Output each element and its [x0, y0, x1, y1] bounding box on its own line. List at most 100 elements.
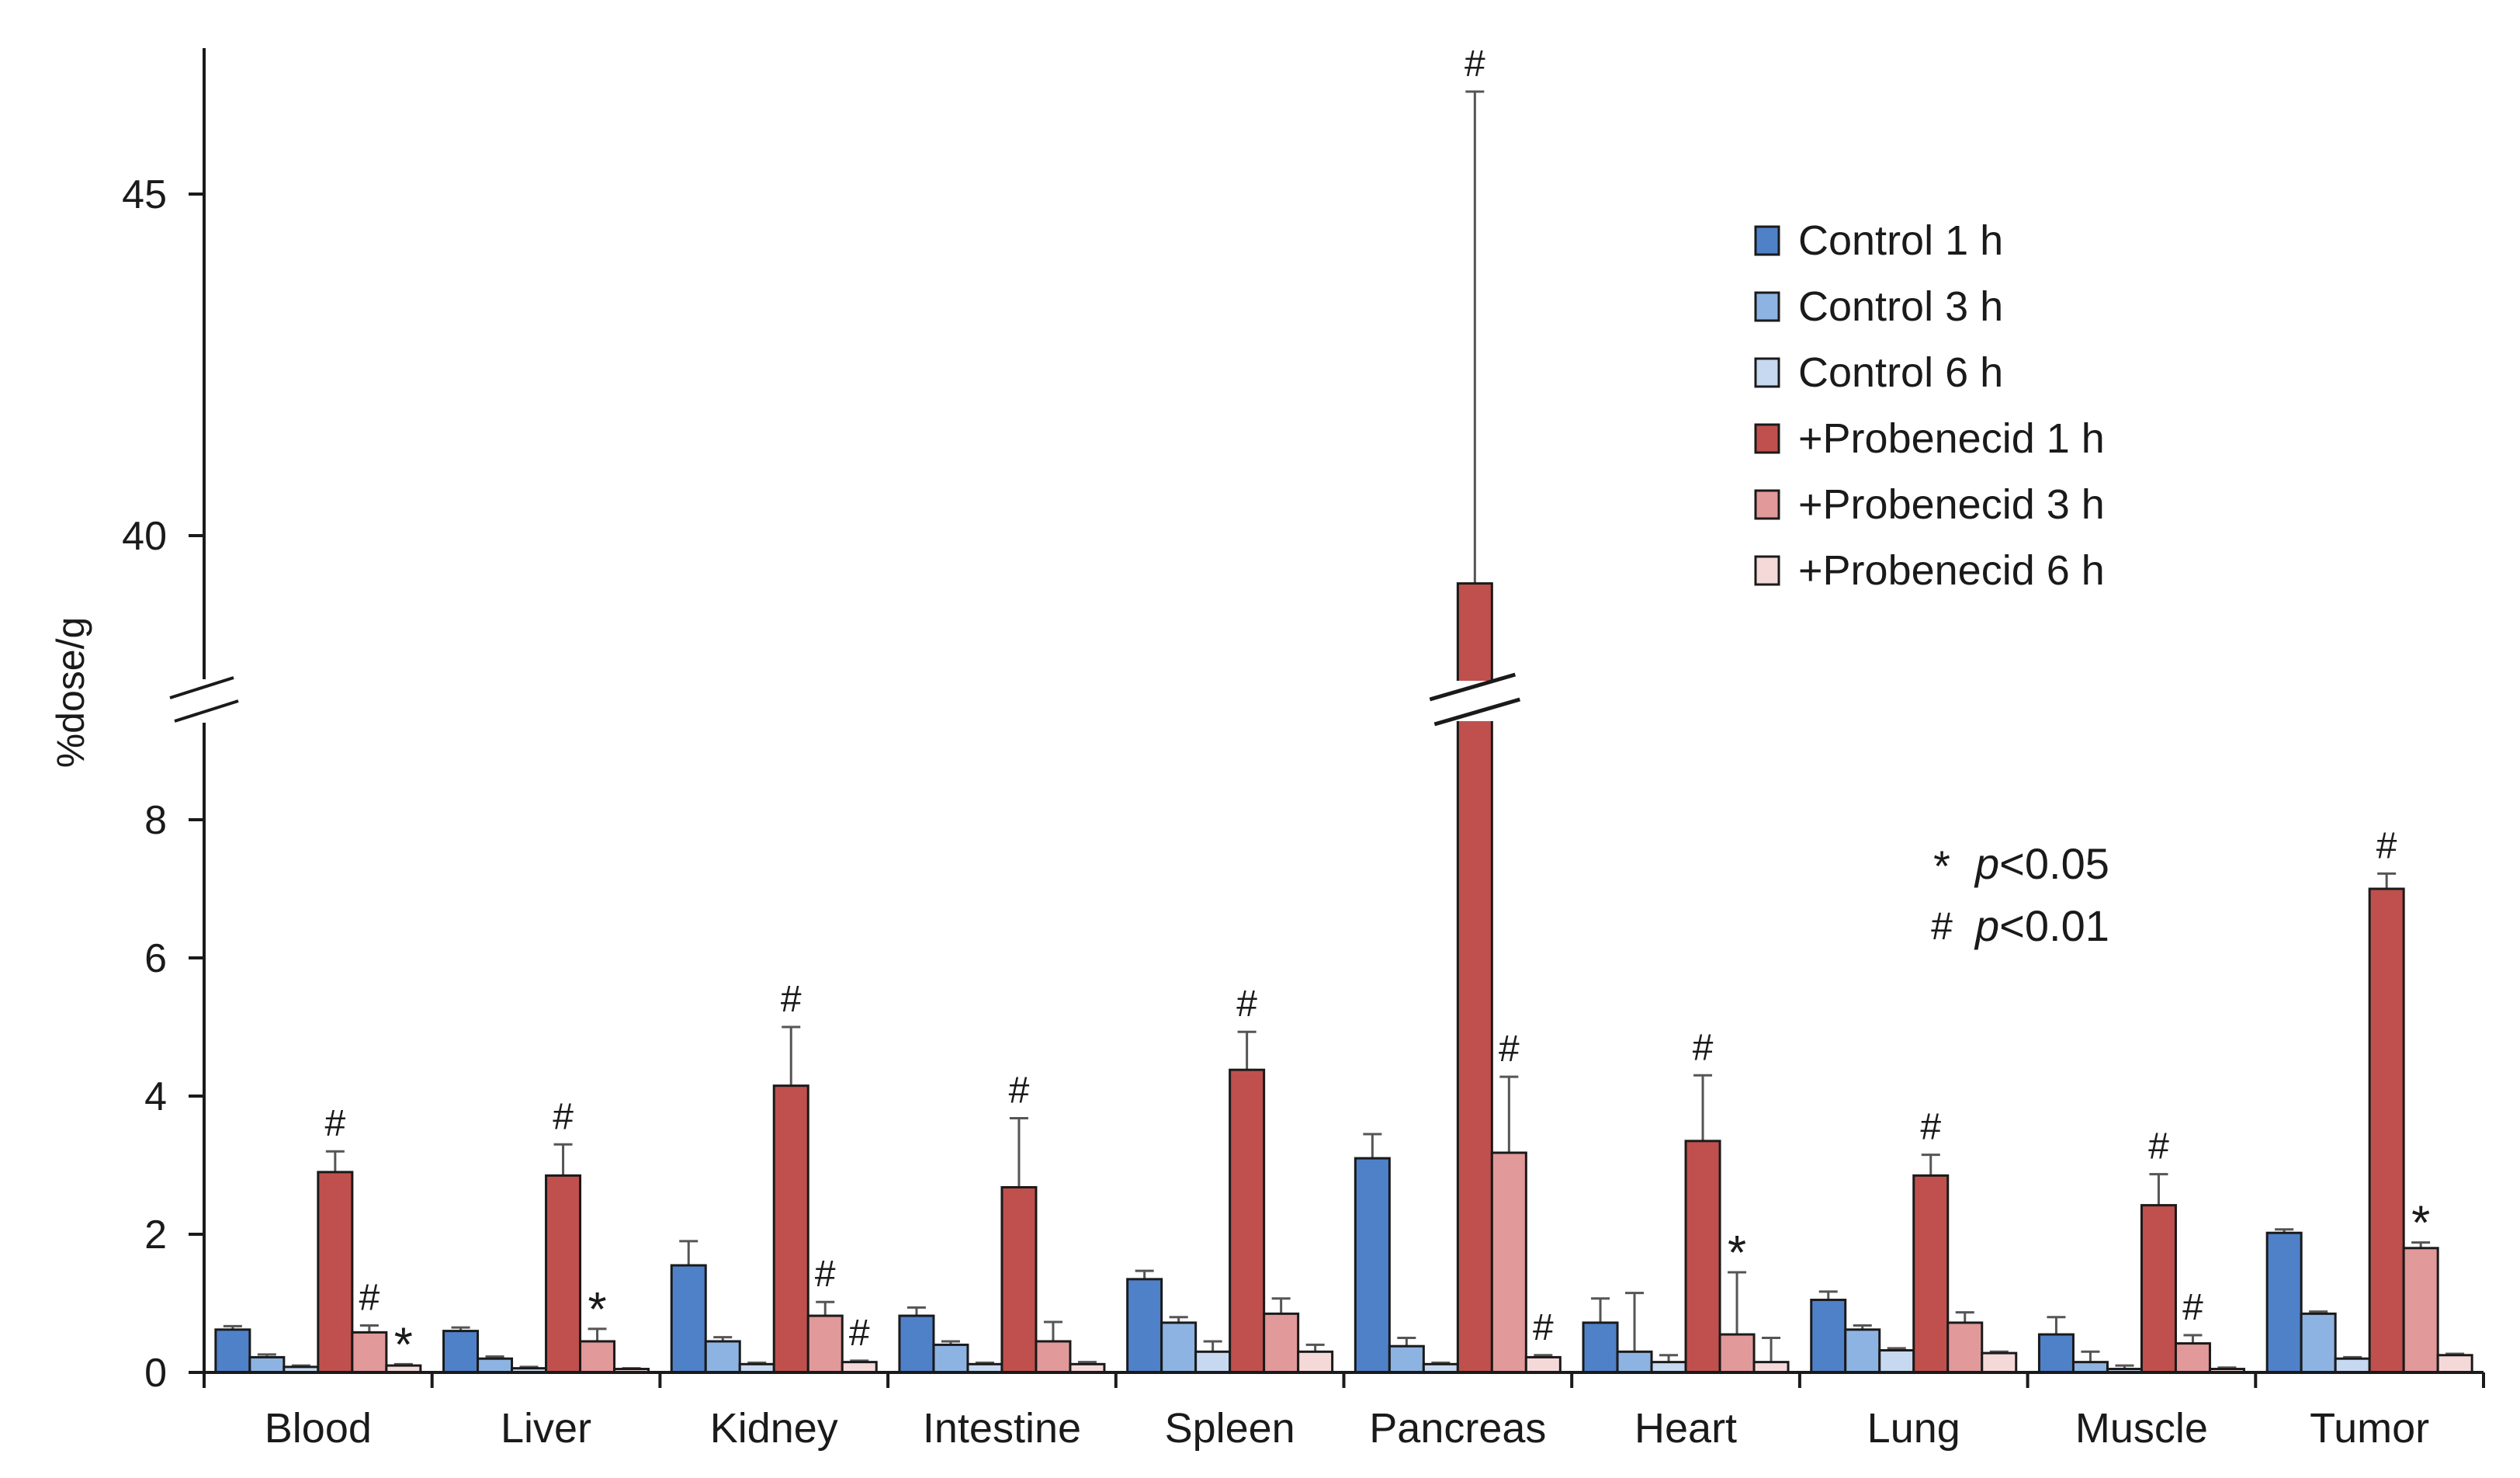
bar [841, 1361, 878, 1374]
bar [2436, 1354, 2473, 1374]
y-tick-label: 45 [122, 172, 167, 217]
legend-label: Control 6 h [1798, 349, 2003, 396]
bar [545, 1174, 582, 1374]
bar [1650, 1361, 1687, 1374]
bar [2368, 887, 2405, 1374]
bar [1752, 1361, 1790, 1374]
sig-key-symbol-2: # [1931, 904, 1953, 948]
x-tick-label: Kidney [710, 1405, 838, 1452]
bar [1582, 1321, 1619, 1374]
bar [1263, 1312, 1300, 1374]
legend-swatch [1754, 555, 1780, 586]
bar [1388, 1344, 1425, 1374]
axis-break-mark [169, 676, 234, 699]
significance-hash: # [1236, 984, 1257, 1025]
bar [2037, 1333, 2075, 1374]
x-tick-label: Pancreas [1369, 1405, 1546, 1452]
bar [248, 1355, 286, 1374]
sig-key-text-2: p<0.01 [1974, 901, 2109, 950]
significance-hash: # [781, 979, 802, 1020]
bar [1160, 1321, 1198, 1374]
significance-hash: # [815, 1254, 836, 1295]
bar [2140, 1204, 2177, 1374]
bar-break-mark [1433, 697, 1521, 727]
legend-swatch [1754, 291, 1780, 322]
bar [317, 1171, 354, 1374]
x-tick-label: Spleen [1165, 1405, 1295, 1452]
bar [1524, 1355, 1562, 1374]
significance-hash: # [1465, 43, 1485, 85]
legend-label: +Probenecid 6 h [1798, 547, 2105, 594]
bar [1490, 1151, 1527, 1374]
legend-label: Control 1 h [1798, 217, 2003, 264]
significance-hash: # [1693, 1027, 1714, 1068]
y-tick-label: 4 [144, 1074, 167, 1119]
x-tick-label: Blood [265, 1405, 372, 1452]
significance-star: * [2411, 1197, 2430, 1251]
bar [1229, 1068, 1266, 1374]
bar [1035, 1340, 1072, 1374]
bar [2174, 1342, 2211, 1374]
bar-break-mark [1429, 672, 1517, 702]
bar [1126, 1278, 1163, 1374]
bar [579, 1340, 616, 1374]
significance-hash: # [359, 1277, 380, 1318]
axes-layer [169, 48, 2485, 1388]
bar [932, 1343, 969, 1374]
bar [806, 1314, 844, 1374]
significance-key: * p<0.05 # p<0.01 [1931, 839, 2109, 950]
y-tick-label: 0 [144, 1351, 167, 1396]
y-axis-label: %dose/g [49, 617, 92, 768]
legend-label: +Probenecid 1 h [1798, 415, 2105, 462]
bar [477, 1357, 514, 1374]
legend: Control 1 h Control 3 h Control 6 h +Proben… [1754, 217, 2105, 594]
bar [2402, 1247, 2439, 1374]
bar [1354, 1157, 1391, 1374]
bar [772, 1084, 809, 1374]
bar [351, 1331, 388, 1374]
significance-hash: # [2376, 825, 2397, 866]
y-tick-label: 40 [122, 514, 167, 559]
bar [1912, 1174, 1950, 1374]
significance-hash: # [2148, 1126, 2169, 1167]
significance-star: * [394, 1318, 413, 1372]
bar [1844, 1328, 1881, 1374]
bar [1000, 1185, 1038, 1374]
bar [1946, 1321, 1984, 1374]
bar [1616, 1350, 1653, 1374]
bar [898, 1314, 935, 1374]
sig-key-text-1: p<0.05 [1974, 839, 2109, 888]
significance-hash: # [1920, 1107, 1941, 1148]
bar [704, 1340, 741, 1374]
bar [670, 1264, 707, 1374]
x-tick-label: Lung [1867, 1405, 1960, 1452]
legend-label: Control 3 h [1798, 283, 2003, 330]
significance-hash: # [1499, 1029, 1520, 1070]
bar [442, 1330, 480, 1374]
y-tick-label: 2 [144, 1213, 167, 1258]
axis-break-mark [174, 699, 239, 723]
x-tick-label: Heart [1634, 1405, 1737, 1452]
legend-swatch [1754, 225, 1780, 256]
bar [1684, 1140, 1721, 1374]
significance-hash: # [1533, 1307, 1554, 1348]
bar [1981, 1351, 2018, 1374]
bar [1718, 1333, 1756, 1374]
bars-layer [214, 90, 2473, 1374]
legend-swatch [1754, 489, 1780, 520]
bar [1297, 1350, 1334, 1374]
legend-swatch [1754, 423, 1780, 454]
labels-layer: 0 2 4 6 8 40 45 Blood Liver Kidney Intestine Spleen… [122, 43, 2430, 1452]
significance-hash: # [324, 1103, 345, 1144]
x-tick-label: Intestine [923, 1405, 1081, 1452]
legend-label: +Probenecid 3 h [1798, 481, 2105, 528]
bar [2071, 1361, 2109, 1374]
significance-hash: # [553, 1096, 574, 1137]
significance-star: * [1728, 1226, 1746, 1280]
y-tick-label: 8 [144, 798, 167, 843]
significance-hash: # [2182, 1287, 2203, 1328]
legend-swatch [1754, 357, 1780, 388]
significance-star: * [588, 1283, 606, 1337]
bar [2300, 1312, 2337, 1374]
